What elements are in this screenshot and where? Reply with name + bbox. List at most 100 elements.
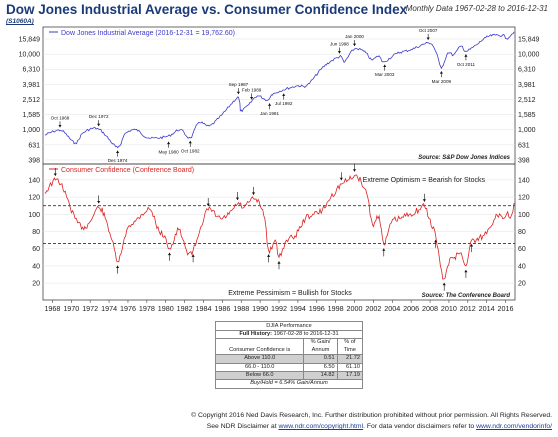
date-range: Monthly Data 1967-02-28 to 2016-12-31 — [405, 4, 548, 13]
dow-ytick-left: 631 — [28, 142, 40, 149]
x-tick-label: 1984 — [195, 304, 211, 313]
cc-trough-arrowhead — [191, 254, 195, 257]
dow-ytick-right: 10,000 — [518, 52, 540, 59]
dow-annotation-arrowhead — [282, 93, 286, 96]
dow-annotation-label: Dec 1972 — [89, 114, 109, 119]
dow-ytick-left: 3,981 — [22, 82, 40, 89]
cc-trough-arrowhead — [115, 265, 120, 268]
x-tick-label: 1998 — [328, 304, 344, 313]
dow-ytick-right: 3,981 — [518, 82, 536, 89]
dow-ytick-left: 1,000 — [22, 127, 40, 134]
x-tick-label: 1990 — [252, 304, 268, 313]
x-tick-label: 1992 — [271, 304, 287, 313]
x-tick-label: 1974 — [101, 304, 117, 313]
dow-annotation-label: Jan 1991 — [260, 111, 279, 116]
dow-ytick-left: 10,000 — [19, 52, 41, 59]
perf-buyhold: Buy/Hold = 6.54% Gain/Annum — [215, 379, 363, 389]
cc-peak-arrowhead — [235, 197, 240, 200]
cc-ytick-right: 80 — [518, 229, 526, 236]
x-tick-label: 1982 — [177, 304, 193, 313]
dow-annotation-arrowhead — [439, 71, 443, 74]
perf-col3-header: % of Time — [336, 338, 364, 356]
dow-ytick-right: 631 — [518, 142, 530, 149]
dow-annotation-label: Jul 1992 — [275, 101, 293, 106]
copyright-link[interactable]: www.ndr.com/copyright.html — [278, 423, 364, 430]
dow-annotation-arrowhead — [166, 141, 171, 145]
dow-annotation-arrowhead — [337, 51, 342, 54]
perf-history: Full History: 1967-02-28 to 2016-12-31 — [215, 329, 363, 340]
x-tick-label: 2010 — [441, 304, 457, 313]
dow-source: Source: S&P Dow Jones Indices — [418, 155, 510, 161]
dow-annotation-label: Jan 2000 — [345, 34, 364, 39]
chart-title: Dow Jones Industrial Average vs. Consume… — [6, 2, 408, 17]
cc-trough-arrowhead — [464, 269, 468, 273]
x-tick-label: 2004 — [384, 304, 400, 313]
cc-trough-arrowhead — [277, 261, 281, 264]
dow-annotation-label: Dec 1974 — [108, 158, 128, 163]
dow-annotation-label: Oct 2011 — [457, 62, 476, 67]
x-tick-label: 1996 — [309, 304, 325, 313]
dow-ytick-left: 1,585 — [22, 112, 40, 119]
cc-ytick-right: 120 — [518, 195, 530, 202]
x-tick-label: 2016 — [498, 304, 514, 313]
x-tick-label: 2012 — [460, 304, 476, 313]
dow-annotation-arrowhead — [352, 43, 357, 46]
dow-annotation-label: Oct 1968 — [51, 115, 70, 120]
x-tick-label: 2000 — [347, 304, 363, 313]
cc-ytick-left: 40 — [32, 263, 40, 270]
cc-peak-arrowhead — [97, 201, 101, 204]
x-tick-label: 2006 — [403, 304, 419, 313]
x-tick-label: 1968 — [44, 304, 60, 313]
dow-ytick-left: 2,512 — [22, 97, 40, 104]
dow-ytick-right: 1,000 — [518, 127, 536, 134]
x-tick-label: 1994 — [290, 304, 306, 313]
cc-panel-frame — [42, 163, 516, 301]
x-tick-label: 1980 — [158, 304, 174, 313]
cc-trough-arrowhead — [167, 252, 172, 256]
cc-peak-arrowhead — [422, 199, 426, 202]
chart-code-link[interactable]: (S1060A) — [6, 18, 34, 25]
dow-annotation-label: Feb 1989 — [242, 87, 262, 92]
x-tick-label: 1978 — [139, 304, 155, 313]
vendor-info-link[interactable]: www.ndr.com/vendorinfo/ — [476, 423, 552, 430]
dow-series-line — [44, 31, 515, 149]
x-tick-label: 1972 — [82, 304, 98, 313]
dow-annotation-label: Sep 1987 — [229, 82, 249, 87]
cc-ytick-left: 120 — [28, 195, 40, 202]
dow-annotation-label: Jun 1998 — [330, 42, 349, 47]
dow-annotation-arrowhead — [58, 125, 62, 128]
dow-ytick-left: 15,849 — [19, 37, 41, 44]
perf-caption: DJIA Performance — [215, 321, 363, 330]
cc-peak-arrowhead — [339, 177, 343, 181]
dow-annotation-arrowhead — [115, 150, 120, 154]
perf-history-range: 1967-02-28 to 2016-12-31 — [273, 331, 339, 337]
cc-ytick-left: 60 — [32, 246, 40, 253]
cc-ytick-left: 100 — [28, 212, 40, 219]
dow-annotation-arrowhead — [250, 96, 254, 100]
cc-trough-arrowhead — [434, 239, 438, 243]
dow-annotation-arrowhead — [97, 123, 101, 127]
dow-ytick-left: 6,310 — [22, 67, 40, 74]
cc-legend-label: Consumer Confidence (Conference Board) — [61, 167, 194, 174]
cc-series-line — [44, 174, 515, 280]
cc-ytick-right: 60 — [518, 246, 526, 253]
disclaimer-text: See NDR Disclaimer at www.ndr.com/copyri… — [206, 423, 552, 430]
cc-trough-arrowhead — [267, 254, 271, 257]
x-tick-label: 2008 — [422, 304, 438, 313]
copyright-text: © Copyright 2016 Ned Davis Research, Inc… — [191, 412, 552, 419]
cc-ytick-left: 20 — [32, 281, 40, 288]
perf-history-label: Full History: — [239, 331, 273, 337]
pessimism-note: Extreme Pessimism = Bullish for Stocks — [228, 290, 352, 297]
dow-annotation-label: Oct 1982 — [181, 148, 200, 153]
perf-col2-header: % Gain/Annum — [303, 338, 338, 356]
cc-peak-arrowhead — [206, 203, 210, 206]
cc-trough-arrowhead — [442, 282, 446, 286]
dow-annotation-arrowhead — [464, 54, 468, 57]
dow-annotation-label: May 1980 — [158, 149, 179, 154]
x-tick-label: 2002 — [365, 304, 381, 313]
x-tick-label: 1976 — [120, 304, 136, 313]
dow-annotation-label: Oct 2007 — [419, 28, 438, 33]
cc-ytick-left: 80 — [32, 229, 40, 236]
dow-annotation-label: Mar 2003 — [375, 72, 395, 77]
dow-legend-label: Dow Jones Industrial Average (2016-12-31… — [61, 30, 235, 37]
